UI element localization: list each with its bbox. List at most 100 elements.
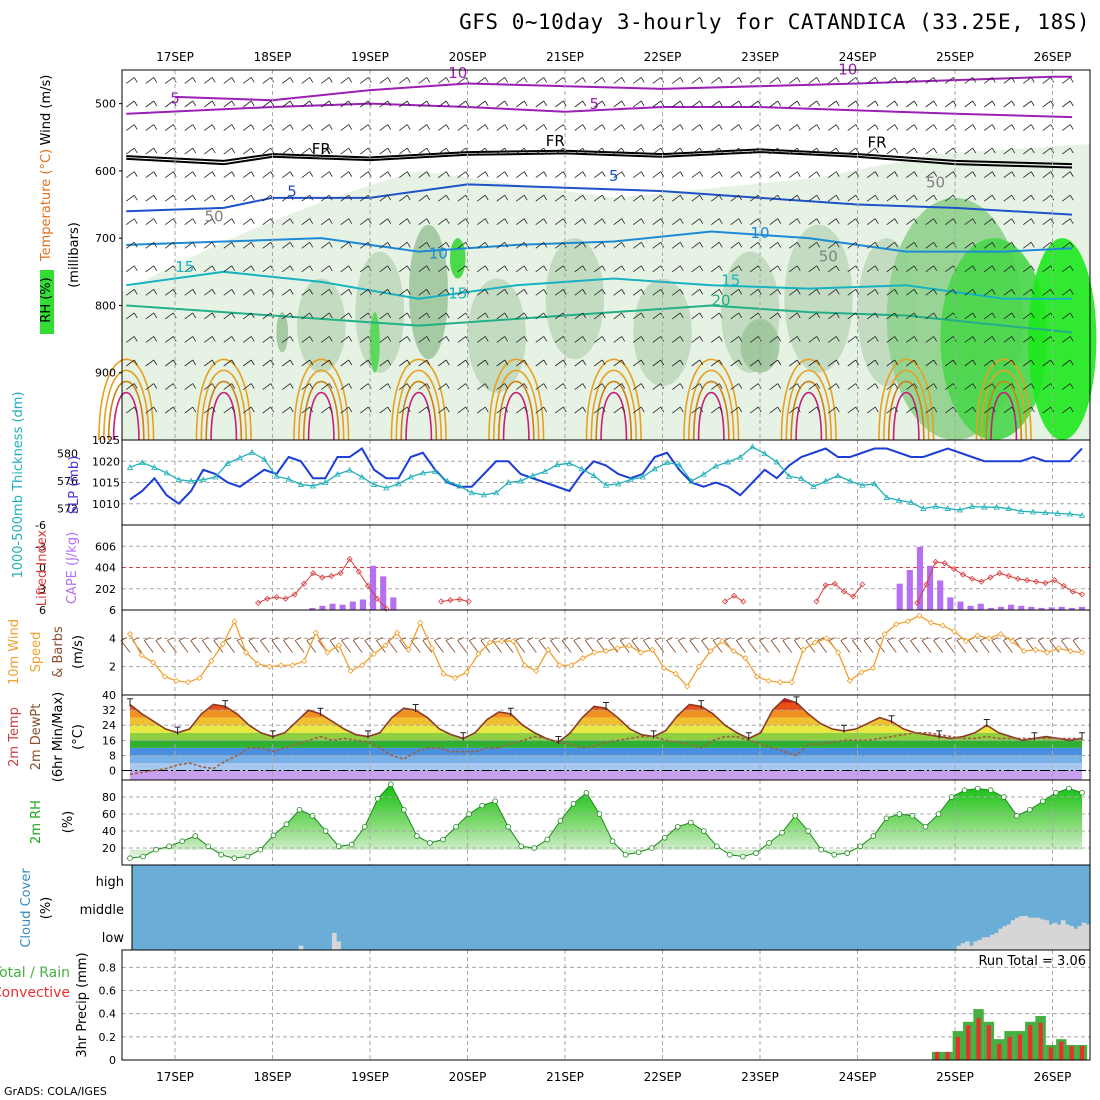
wind-barb [925, 218, 938, 226]
axis-label-cloud-cover: Cloud Cover [19, 868, 34, 948]
wind-barb [126, 336, 138, 343]
axis-label-cloud-percent: (%) [39, 897, 54, 920]
wind-barb [613, 100, 626, 108]
wind-barb [1062, 241, 1074, 249]
wind-barb [457, 100, 470, 108]
wind-barb [613, 241, 626, 249]
lifted-index-marker [255, 599, 262, 606]
wind-barb [477, 100, 489, 108]
temperature-contour [785, 369, 832, 441]
wind-barb [418, 241, 431, 249]
wind-barb [672, 218, 684, 226]
wind-barb [594, 289, 606, 296]
wind-speed-marker [196, 674, 203, 682]
wind-barb [594, 194, 606, 202]
wind-barb [906, 77, 918, 84]
wind-barb [282, 241, 294, 249]
wind-barb [360, 289, 372, 296]
chart-title: GFS 0~10day 3-hourly for CATANDICA (33.2… [459, 10, 1090, 34]
rh-marker [714, 843, 720, 850]
wind-barb-10m [526, 637, 537, 653]
wind-barb [223, 124, 236, 131]
rh-marker [427, 840, 433, 846]
wind-barb [399, 289, 411, 296]
wind-barb [496, 77, 509, 84]
low-cloud-bar [990, 934, 995, 950]
minmax-bar [888, 715, 895, 724]
low-cloud-bar [1085, 924, 1091, 950]
wind-speed-marker [475, 650, 482, 657]
temperature-contour [390, 358, 447, 441]
thickness-marker [785, 473, 793, 479]
wind-barb [613, 406, 626, 414]
wind-barb [769, 359, 782, 367]
wind-barb [535, 383, 548, 390]
wind-barb [321, 406, 333, 414]
wind-barb [1023, 147, 1035, 155]
wind-barb [652, 100, 665, 108]
wind-barb [399, 359, 411, 367]
wind-barb [223, 218, 236, 226]
y-tick-label: 0.6 [99, 985, 117, 998]
wind-barb [223, 77, 236, 84]
wind-barb [399, 336, 411, 343]
rh-area [130, 784, 1082, 859]
wind-barb [555, 359, 567, 367]
lifted-index-marker [959, 571, 967, 578]
legend-convective: Convective [0, 985, 70, 1001]
wind-barb-10m [735, 637, 746, 653]
wind-barb [594, 265, 606, 273]
wind-barb [1023, 383, 1035, 390]
wind-barb [984, 124, 996, 131]
low-cloud-bar [969, 945, 974, 950]
wind-barb-10m [457, 637, 468, 653]
wind-barb [516, 241, 528, 249]
minmax-bar [174, 726, 181, 735]
low-cloud-bar [1052, 922, 1058, 950]
wind-barb [1062, 383, 1074, 390]
wind-barb [925, 77, 938, 84]
wind-barb [984, 100, 996, 108]
wind-barb [828, 124, 840, 131]
wind-barb [633, 147, 645, 155]
wind-barb [438, 336, 450, 343]
thickness-marker [956, 506, 964, 513]
date-label-top: 22SEP [644, 50, 682, 64]
thickness-marker [334, 470, 341, 477]
wind-barb [925, 100, 938, 108]
axis-label-cape: CAPE (J/kg) [65, 532, 80, 604]
wind-barb [204, 406, 216, 414]
wind-barb [184, 336, 197, 343]
wind-barb [925, 124, 938, 131]
wind-barb [477, 147, 489, 155]
wind-speed-marker [974, 632, 981, 639]
wind-barb [789, 124, 801, 131]
cape-bar [319, 605, 326, 610]
wind-barb [360, 359, 372, 367]
wind-barb [769, 77, 782, 84]
thickness-marker [468, 489, 475, 496]
low-cloud-bar [1077, 926, 1083, 950]
cloud-level-label: high [96, 875, 124, 890]
wind-speed-marker [1020, 648, 1028, 655]
wind-barb [243, 100, 255, 108]
wind-barb [516, 406, 528, 414]
wind-barb [574, 194, 587, 202]
wind-speed-marker [602, 648, 610, 655]
wind-barb [906, 359, 918, 367]
lifted-index-line [257, 558, 387, 609]
thickness-marker [822, 477, 829, 484]
wind-barb [321, 336, 333, 343]
cape-bar [1078, 606, 1086, 610]
wind-barb [184, 171, 197, 178]
rh-marker [505, 823, 511, 830]
axis-label-2m-dewpt: 2m DewPt [29, 704, 44, 771]
wind-speed-marker [126, 631, 134, 638]
wind-barb [574, 312, 587, 320]
rh-marker [218, 851, 225, 858]
wind-barb-10m [770, 637, 781, 653]
wind-barb [321, 312, 333, 320]
wind-barb [204, 359, 216, 367]
minmax-bar [1031, 732, 1038, 741]
wind-barb [1023, 289, 1035, 296]
